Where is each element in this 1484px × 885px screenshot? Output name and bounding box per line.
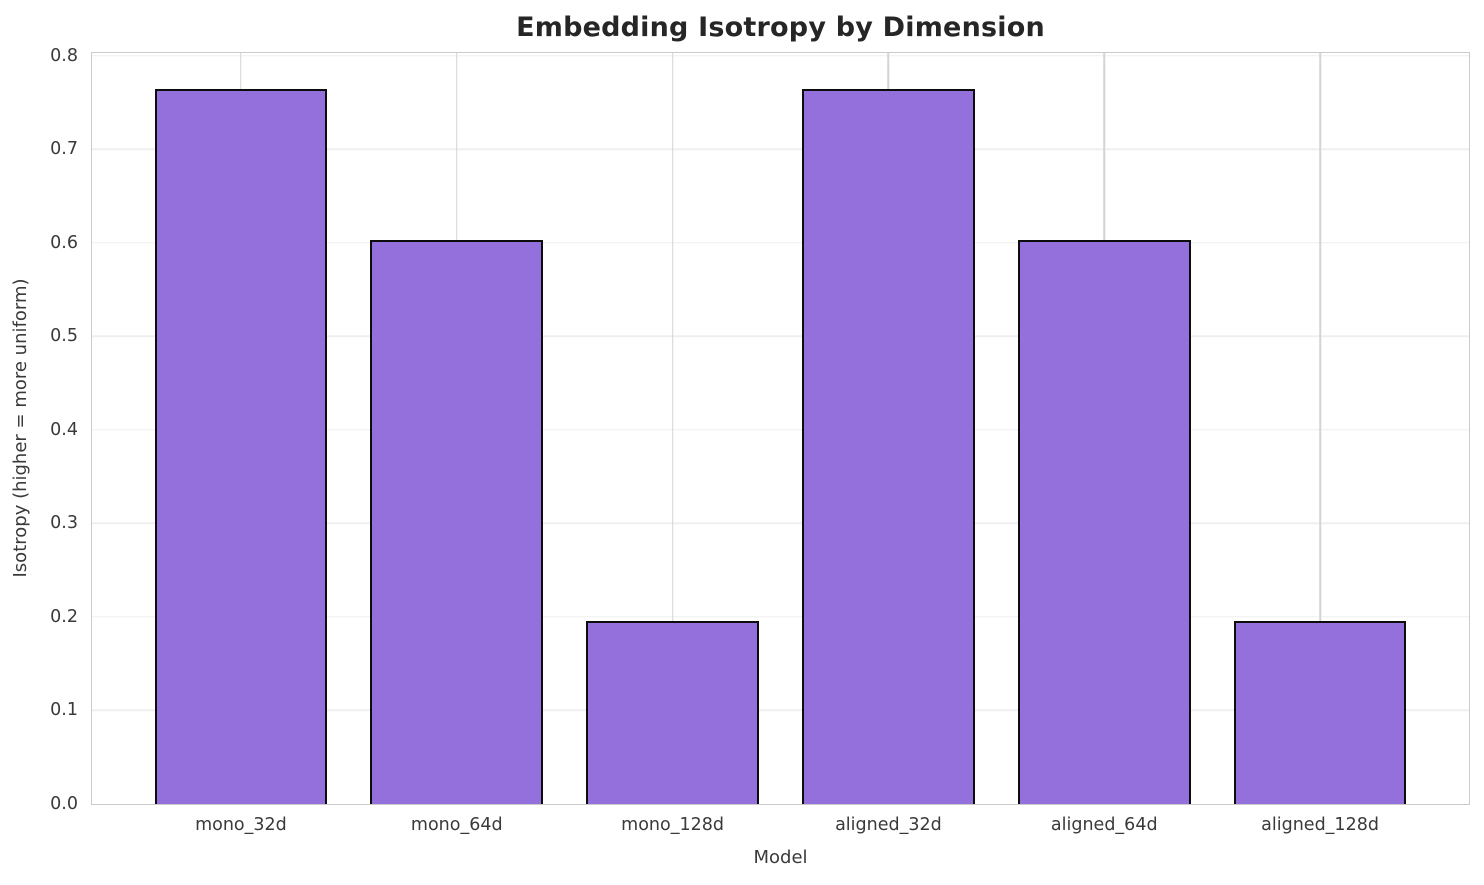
bar-mono_128d xyxy=(586,620,759,804)
x-tick-label: mono_64d xyxy=(410,815,503,835)
bar-mono_64d xyxy=(370,240,544,804)
y-tick-label: 0.2 xyxy=(50,606,78,627)
x-tick-label: aligned_128d xyxy=(1261,815,1379,835)
y-gridline xyxy=(92,242,1469,244)
y-tick-label: 0.0 xyxy=(50,794,78,814)
bar-aligned_128d xyxy=(1233,620,1407,804)
bar-aligned_64d xyxy=(1017,240,1191,804)
x-gridline xyxy=(1319,53,1321,804)
y-tick-label: 0.8 xyxy=(50,45,78,66)
bar-aligned_32d xyxy=(802,88,975,804)
x-axis-label: Model xyxy=(753,847,808,868)
y-tick-label: 0.7 xyxy=(50,139,78,160)
y-gridline xyxy=(92,429,1469,431)
y-gridline xyxy=(92,335,1469,338)
x-tick-label: mono_128d xyxy=(621,815,724,835)
y-gridline xyxy=(92,709,1469,712)
y-tick-label: 0.5 xyxy=(50,326,78,347)
y-tick-label: 0.3 xyxy=(50,513,78,534)
y-axis-label: Isotropy (higher = more uniform) xyxy=(10,278,31,578)
y-gridline xyxy=(92,616,1469,618)
y-tick-label: 0.4 xyxy=(50,419,78,440)
y-gridline xyxy=(92,148,1469,151)
x-gridline xyxy=(671,53,674,804)
x-tick-label: aligned_32d xyxy=(835,815,942,835)
plot-area: 0.0 0.1 0.2 0.3 0.4 0.5 0.6 0.7 0.8 mono_32d mono_… xyxy=(50,46,1470,835)
x-tick-label: aligned_64d xyxy=(1050,815,1158,835)
y-tick-label: 0.1 xyxy=(50,700,78,721)
y-gridline xyxy=(92,522,1469,525)
chart-title: Embedding Isotropy by Dimension xyxy=(516,12,1045,43)
y-tick-label: 0.6 xyxy=(50,232,78,253)
y-gridline xyxy=(92,55,1469,57)
bar-mono_32d xyxy=(154,88,328,804)
x-tick-label: mono_32d xyxy=(195,815,287,835)
